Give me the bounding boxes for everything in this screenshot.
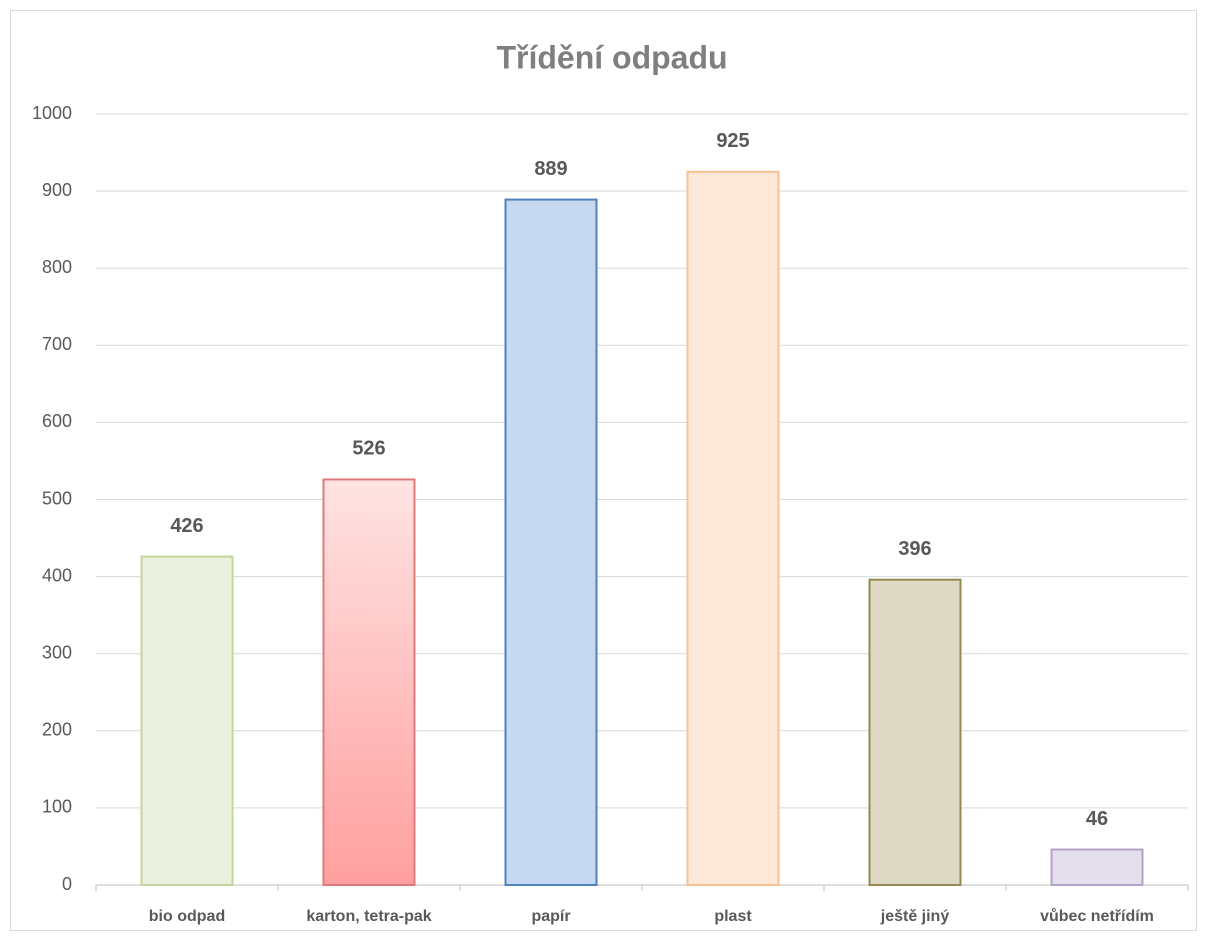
x-tick-label: ještě jiný xyxy=(880,908,950,925)
bar xyxy=(504,198,598,886)
data-label: 396 xyxy=(898,538,931,560)
y-tick-label: 0 xyxy=(62,874,72,894)
x-tick-label: vůbec netřídím xyxy=(1040,908,1154,925)
chart-title: Třídění odpadu xyxy=(496,39,727,75)
x-tick-label: bio odpad xyxy=(149,908,225,925)
bar xyxy=(868,578,962,887)
bar xyxy=(1050,848,1144,886)
y-tick-label: 1000 xyxy=(32,103,72,123)
data-label: 889 xyxy=(534,158,567,180)
bar xyxy=(686,170,780,886)
y-tick-label: 600 xyxy=(42,411,72,431)
x-tick-label: papír xyxy=(531,908,570,925)
y-tick-label: 400 xyxy=(42,565,72,585)
y-tick-label: 100 xyxy=(42,797,72,817)
y-tick-label: 500 xyxy=(42,488,72,508)
y-tick-label: 200 xyxy=(42,720,72,740)
data-label: 46 xyxy=(1086,808,1108,830)
bar xyxy=(322,478,416,886)
y-tick-label: 300 xyxy=(42,642,72,662)
y-tick-label: 800 xyxy=(42,257,72,277)
x-tick-label: plast xyxy=(714,908,752,925)
y-tick-label: 700 xyxy=(42,334,72,354)
data-label: 925 xyxy=(716,130,749,152)
x-tick-label: karton, tetra-pak xyxy=(306,908,431,925)
data-label: 426 xyxy=(170,515,203,537)
data-label: 526 xyxy=(352,438,385,460)
bar xyxy=(140,555,234,887)
y-tick-label: 900 xyxy=(42,180,72,200)
